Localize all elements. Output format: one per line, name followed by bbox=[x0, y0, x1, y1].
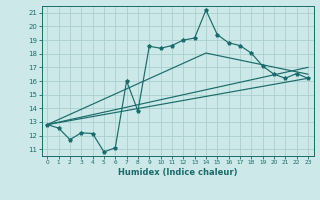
X-axis label: Humidex (Indice chaleur): Humidex (Indice chaleur) bbox=[118, 168, 237, 177]
